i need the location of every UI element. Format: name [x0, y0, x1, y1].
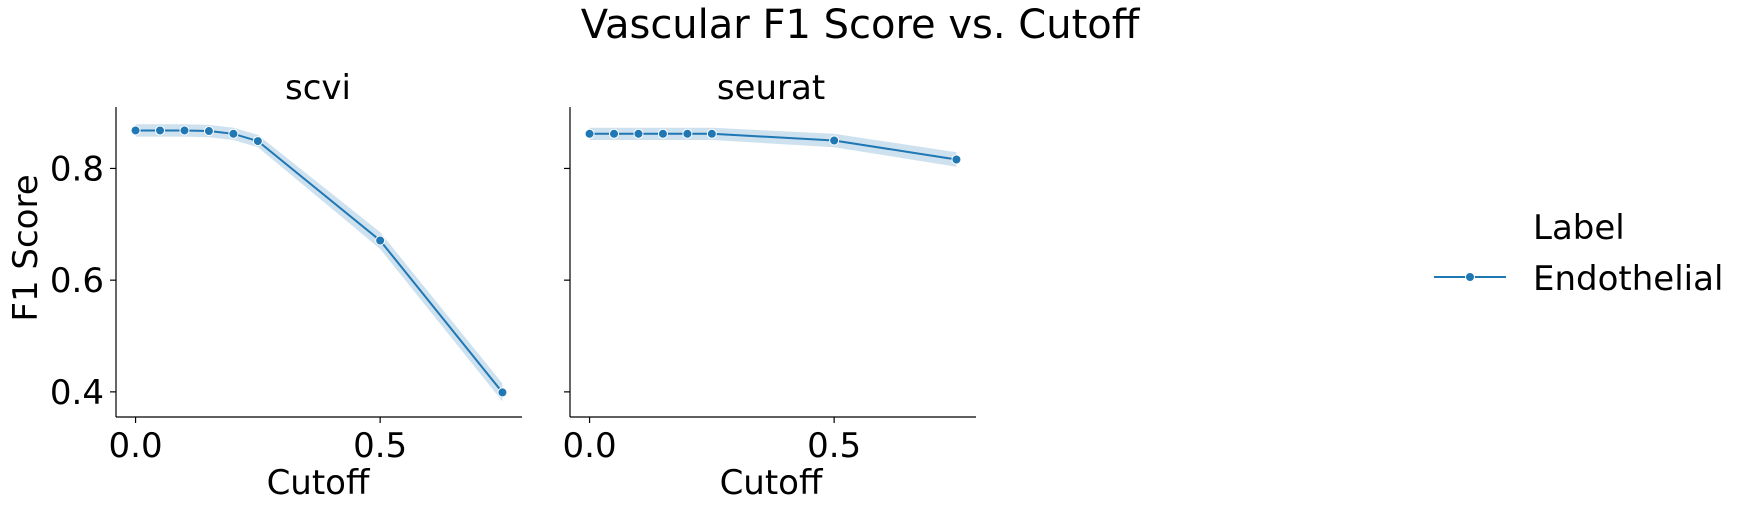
- legend: Label Endothelial: [1434, 208, 1723, 299]
- data-point: [706, 128, 717, 139]
- data-point: [203, 126, 214, 137]
- data-point: [252, 136, 263, 147]
- data-point: [179, 125, 190, 136]
- x-tick-label: 0.0: [563, 426, 617, 466]
- y-axis-label: F1 Score: [6, 174, 46, 321]
- y-tick-label: 0.4: [50, 373, 104, 413]
- x-tick-label: 0.5: [353, 426, 407, 466]
- figure-title: Vascular F1 Score vs. Cutoff: [581, 2, 1141, 48]
- data-point: [951, 154, 962, 165]
- y-tick-label: 0.8: [50, 149, 104, 189]
- data-point: [829, 135, 840, 146]
- data-point: [497, 387, 508, 398]
- data-point: [609, 128, 620, 139]
- panel-seurat: seurat Cutoff 0.0 0.5: [563, 68, 976, 503]
- x-axis-label: Cutoff: [720, 463, 824, 503]
- x-tick-label: 0.0: [109, 426, 163, 466]
- legend-entry-label: Endothelial: [1533, 259, 1723, 299]
- data-point: [155, 125, 166, 136]
- x-axis-label: Cutoff: [267, 463, 371, 503]
- panel-scvi: scvi F1 Score Cutoff 0.0 0.5 0.4 0.6 0.8: [6, 68, 522, 503]
- panel-title: scvi: [285, 68, 351, 108]
- data-point: [633, 128, 644, 139]
- data-point: [584, 128, 595, 139]
- series-line: [135, 129, 504, 394]
- data-point: [130, 125, 141, 136]
- data-point: [682, 128, 693, 139]
- confidence-band: [135, 124, 503, 402]
- confidence-band: [589, 127, 957, 167]
- legend-title: Label: [1533, 208, 1625, 248]
- data-point: [375, 235, 386, 246]
- legend-marker: [1465, 272, 1475, 282]
- plot-area: 0.0 0.5: [563, 107, 976, 466]
- data-point: [228, 128, 239, 139]
- data-point: [657, 128, 668, 139]
- panel-title: seurat: [717, 68, 825, 108]
- plot-area: 0.0 0.5 0.4 0.6 0.8: [50, 107, 522, 466]
- x-tick-label: 0.5: [807, 426, 861, 466]
- y-tick-label: 0.6: [50, 261, 104, 301]
